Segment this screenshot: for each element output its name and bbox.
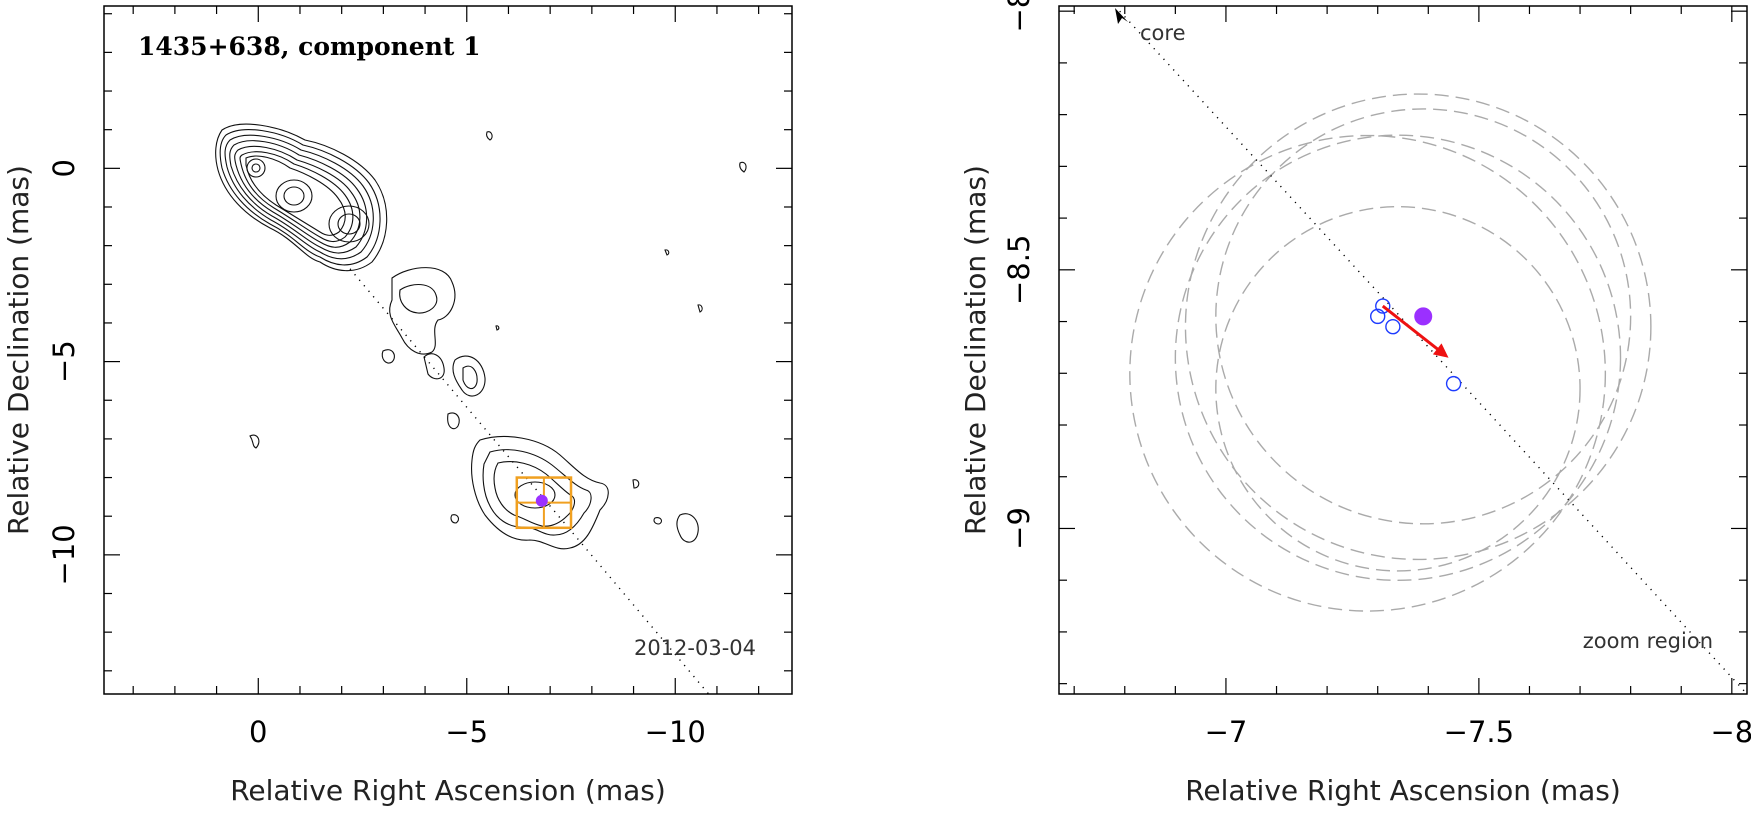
left-panel-title: 1435+638, component 1 (138, 32, 481, 61)
motion-vector-head (1432, 343, 1449, 358)
right-y-tick-labels: −8 −8.5 −9 (1002, 0, 1036, 550)
component-1-contours (249, 131, 747, 550)
left-y-tick-label: 0 (47, 159, 81, 177)
right-x-tick-label: −7.5 (1444, 715, 1514, 749)
right-panel: −7 −7.5 −8 −8 −8.5 −9 core zoom region Relat… (959, 0, 1751, 807)
right-x-tick-label: −8 (1710, 715, 1751, 749)
motion-vector-shaft (1381, 304, 1442, 353)
epoch-point (1445, 375, 1462, 392)
error-circles (1129, 93, 1652, 612)
error-circle (1174, 134, 1622, 582)
core-contours (215, 123, 388, 272)
left-y-tick-label: −10 (47, 524, 81, 585)
left-y-tick-labels: 0 −5 −10 (47, 159, 81, 585)
right-y-tick-label: −8.5 (1002, 235, 1036, 305)
right-y-axis-label: Relative Declination (mas) (959, 165, 992, 535)
epoch-date-label: 2012-03-04 (634, 636, 756, 660)
right-ticks (1059, 6, 1747, 694)
left-jet-axis-line (349, 268, 710, 695)
left-plot-frame (103, 5, 793, 695)
left-x-tick-label: −5 (445, 715, 488, 749)
right-x-axis-label: Relative Right Ascension (mas) (1185, 774, 1621, 807)
left-x-tick-label: 0 (249, 715, 267, 749)
error-circle (1129, 134, 1607, 612)
left-y-axis-label: Relative Declination (mas) (2, 165, 35, 535)
epoch-positions (1370, 298, 1462, 392)
left-x-tick-labels: 0 −5 −10 (249, 715, 706, 749)
left-panel: 0 −5 −10 0 −5 −10 (2, 5, 793, 807)
error-circle (1184, 93, 1652, 561)
right-y-tick-label: −9 (1002, 507, 1036, 550)
right-plot-frame (1058, 5, 1748, 695)
epoch-point (1385, 319, 1401, 335)
core-direction-label: core (1140, 21, 1186, 45)
right-x-tick-labels: −7 −7.5 −8 (1205, 715, 1751, 749)
right-y-tick-label: −8 (1002, 0, 1036, 33)
right-x-tick-label: −7 (1205, 715, 1248, 749)
core-direction-arrowhead (1115, 8, 1128, 24)
error-circle (1215, 108, 1632, 525)
zoom-region-label: zoom region (1583, 629, 1713, 653)
left-x-tick-label: −10 (645, 715, 706, 749)
motion-vector (1381, 304, 1449, 358)
epoch-point (1375, 298, 1391, 314)
component-1-marker (535, 494, 548, 507)
contour-map (215, 123, 747, 550)
left-x-axis-label: Relative Right Ascension (mas) (230, 774, 666, 807)
left-y-tick-label: −5 (47, 340, 81, 383)
left-ticks (104, 6, 792, 694)
error-circle (1215, 205, 1581, 572)
mean-position-marker (1414, 307, 1433, 326)
jet-contours (381, 267, 486, 430)
epoch-point (1370, 308, 1386, 325)
right-jet-axis-line (1119, 10, 1748, 695)
